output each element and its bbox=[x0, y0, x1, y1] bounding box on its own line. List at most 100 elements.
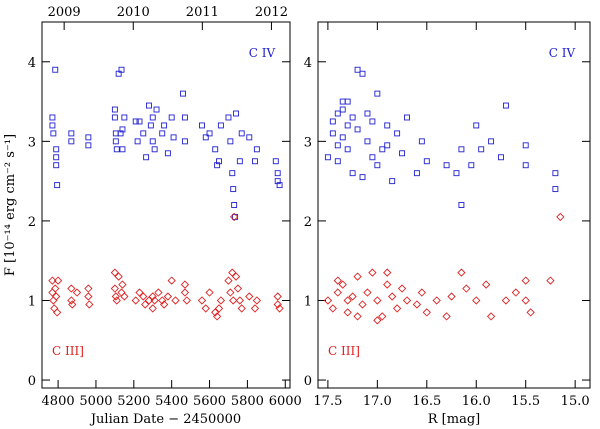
point bbox=[53, 162, 60, 169]
point bbox=[52, 292, 61, 301]
x2-tick-label: 2009 bbox=[48, 5, 81, 20]
point bbox=[378, 312, 387, 321]
point bbox=[216, 296, 226, 305]
point bbox=[85, 134, 92, 141]
point bbox=[68, 130, 75, 137]
point bbox=[344, 122, 351, 129]
y-tick-label: 4 bbox=[28, 56, 36, 71]
point bbox=[252, 158, 258, 165]
point bbox=[206, 130, 213, 137]
point bbox=[359, 174, 366, 181]
point bbox=[358, 300, 367, 309]
point bbox=[67, 284, 76, 293]
point bbox=[349, 114, 356, 121]
point bbox=[114, 272, 123, 281]
point bbox=[274, 170, 281, 177]
point bbox=[72, 288, 82, 297]
point bbox=[236, 158, 243, 165]
point bbox=[227, 138, 234, 145]
point bbox=[348, 292, 357, 301]
y-tick-label: 3 bbox=[304, 135, 312, 150]
point bbox=[119, 126, 126, 133]
point bbox=[49, 296, 58, 305]
point bbox=[171, 296, 180, 305]
x-tick-label: 16.0 bbox=[462, 394, 491, 409]
point bbox=[197, 296, 207, 305]
point bbox=[418, 138, 425, 145]
x2-tick-label: 2012 bbox=[255, 5, 288, 20]
point bbox=[354, 126, 361, 133]
x-tick-label: 16.5 bbox=[412, 394, 441, 409]
series-label: C III] bbox=[328, 344, 360, 358]
point bbox=[229, 170, 236, 177]
point bbox=[112, 130, 119, 137]
point bbox=[334, 142, 341, 149]
point bbox=[85, 300, 94, 309]
point bbox=[148, 304, 157, 313]
point bbox=[235, 296, 244, 305]
point bbox=[432, 296, 441, 305]
point bbox=[84, 292, 93, 301]
point bbox=[216, 158, 222, 165]
point bbox=[363, 288, 372, 297]
point bbox=[225, 114, 232, 121]
point bbox=[338, 280, 347, 289]
point bbox=[369, 154, 376, 161]
x-tick-label: 5800 bbox=[231, 394, 264, 409]
point bbox=[343, 296, 352, 305]
point bbox=[120, 292, 129, 301]
point bbox=[158, 296, 167, 305]
y-tick-label: 2 bbox=[304, 215, 312, 230]
point bbox=[117, 288, 126, 297]
point bbox=[159, 300, 169, 309]
point bbox=[181, 138, 188, 145]
point bbox=[232, 213, 239, 220]
point bbox=[374, 90, 381, 97]
point bbox=[110, 268, 120, 277]
point bbox=[111, 114, 118, 121]
point bbox=[353, 272, 362, 281]
point bbox=[339, 134, 346, 141]
point bbox=[180, 280, 190, 289]
point bbox=[413, 170, 420, 177]
point bbox=[423, 158, 430, 165]
x-tick-label: 5600 bbox=[193, 394, 226, 409]
point bbox=[214, 162, 221, 169]
point bbox=[383, 268, 392, 277]
x2-tick-label: 2010 bbox=[117, 5, 150, 20]
point bbox=[388, 292, 397, 301]
point bbox=[443, 162, 450, 169]
point bbox=[226, 288, 235, 297]
point bbox=[397, 284, 407, 293]
point bbox=[522, 162, 529, 169]
point bbox=[498, 154, 504, 161]
point bbox=[170, 134, 177, 141]
y-axis-label: F [10⁻¹⁴ erg cm⁻² s⁻¹] bbox=[3, 134, 18, 276]
point bbox=[521, 276, 530, 285]
point bbox=[521, 296, 530, 305]
point bbox=[112, 138, 119, 145]
point bbox=[344, 98, 351, 105]
x-tick-label: 5000 bbox=[79, 394, 112, 409]
point bbox=[324, 154, 331, 161]
series-label: C III] bbox=[52, 344, 84, 358]
point bbox=[353, 312, 362, 321]
point bbox=[181, 114, 188, 121]
point bbox=[339, 106, 346, 113]
point bbox=[113, 146, 120, 153]
point bbox=[323, 296, 333, 305]
point bbox=[245, 292, 254, 301]
point bbox=[50, 304, 59, 313]
point bbox=[556, 212, 565, 222]
series-label: C IV bbox=[249, 46, 276, 60]
point bbox=[379, 146, 386, 153]
point bbox=[369, 118, 376, 125]
point bbox=[112, 296, 121, 305]
point bbox=[383, 280, 392, 289]
point bbox=[49, 114, 56, 121]
point bbox=[253, 146, 260, 153]
point bbox=[447, 292, 456, 301]
point bbox=[394, 130, 401, 137]
point bbox=[118, 66, 125, 73]
point bbox=[333, 288, 342, 297]
